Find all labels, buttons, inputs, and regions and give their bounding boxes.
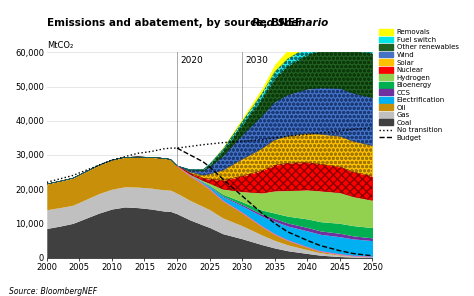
Text: 2030: 2030: [246, 56, 268, 65]
Text: Source: BloombergNEF: Source: BloombergNEF: [9, 287, 98, 296]
Text: 2020: 2020: [180, 56, 203, 65]
Text: Red Scenario: Red Scenario: [252, 18, 328, 28]
Text: MtCO₂: MtCO₂: [47, 41, 73, 50]
Text: Emissions and abatement, by source, BNEF: Emissions and abatement, by source, BNEF: [47, 18, 306, 28]
Legend: Removals, Fuel switch, Other renewables, Wind, Solar, Nuclear, Hydrogen, Bioener: Removals, Fuel switch, Other renewables,…: [379, 29, 458, 141]
